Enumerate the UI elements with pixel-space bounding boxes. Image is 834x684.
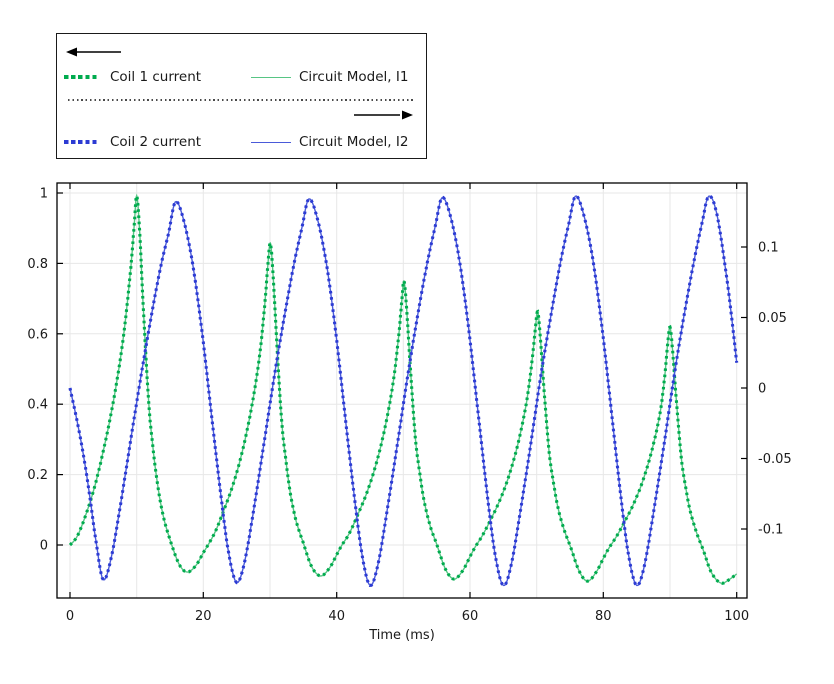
plot-border bbox=[56, 182, 748, 599]
legend-label-model1: Circuit Model, I1 bbox=[299, 69, 409, 85]
y-left-tick-label: 0.4 bbox=[27, 398, 48, 413]
x-tick-label: 20 bbox=[195, 609, 212, 624]
legend-row-right-arrow bbox=[64, 105, 413, 125]
legend-separator bbox=[68, 99, 413, 101]
x-tick-label: 0 bbox=[66, 609, 74, 624]
y-left-tick-label: 0.6 bbox=[27, 327, 48, 342]
y-right-tick-label: -0.05 bbox=[758, 452, 792, 467]
legend-label-model2: Circuit Model, I2 bbox=[299, 134, 409, 150]
legend-row-coil2: Coil 2 current Circuit Model, I2 bbox=[64, 131, 413, 153]
y-left-tick-label: 0 bbox=[40, 539, 48, 554]
y-left-tick-label: 1 bbox=[40, 187, 48, 202]
y-right-tick-label: 0 bbox=[758, 382, 766, 397]
y-right-tick-label: 0.05 bbox=[758, 311, 787, 326]
legend-row-coil1: Coil 1 current Circuit Model, I1 bbox=[64, 64, 413, 90]
right-axis-arrow-icon bbox=[354, 110, 413, 120]
series-coil-2-current-dotted bbox=[68, 194, 739, 588]
model1-line-sample bbox=[251, 76, 291, 78]
y-right-tick-label: -0.1 bbox=[758, 523, 783, 538]
x-tick-label: 60 bbox=[462, 609, 479, 624]
coil1-dotted-sample bbox=[64, 74, 98, 80]
y-left-tick-label: 0.8 bbox=[27, 257, 48, 272]
y-left-tick-label: 0.2 bbox=[27, 468, 48, 483]
chart-legend: Coil 1 current Circuit Model, I1 Coil 2 … bbox=[56, 33, 427, 159]
legend-label-coil2: Coil 2 current bbox=[110, 134, 202, 150]
y-right-tick-label: 0.1 bbox=[758, 241, 779, 256]
coil2-dotted-sample bbox=[64, 139, 98, 145]
x-axis-title: Time (ms) bbox=[368, 628, 435, 643]
x-tick-label: 100 bbox=[724, 609, 749, 624]
legend-row-left-arrow bbox=[64, 40, 413, 64]
left-axis-arrow-icon bbox=[66, 47, 121, 57]
x-tick-label: 40 bbox=[328, 609, 345, 624]
legend-label-coil1: Coil 1 current bbox=[110, 69, 202, 85]
x-tick-label: 80 bbox=[595, 609, 612, 624]
series-circuit-model-i1-solid bbox=[69, 193, 738, 585]
model2-line-sample bbox=[251, 141, 291, 143]
